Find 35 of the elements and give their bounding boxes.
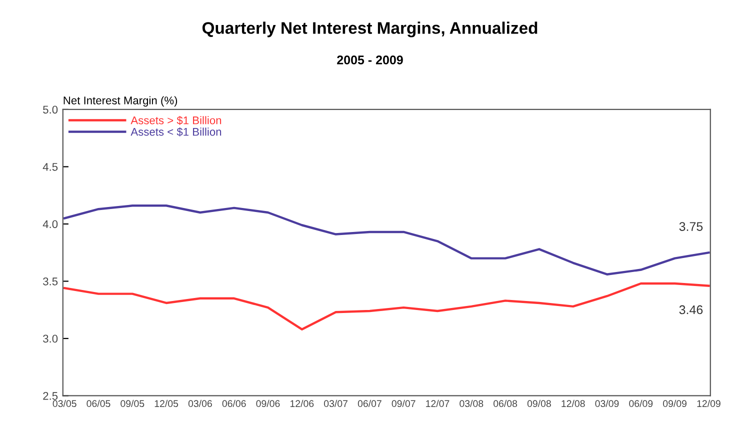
text: Assets > $1 Billion [130, 116, 222, 125]
x-tick-label: 12/07 [426, 400, 450, 408]
x-tick-label: 03/08 [460, 400, 484, 408]
x-tick-label: 12/06 [290, 400, 314, 408]
x-tick-label: 06/05 [86, 400, 110, 408]
x-tick-label: 12/05 [154, 400, 178, 408]
y-tick-label: 3.0 [43, 334, 58, 343]
x-tick-label: 06/06 [222, 400, 246, 408]
x-tick-label: 06/09 [629, 400, 653, 408]
line-series [63, 282, 710, 330]
x-tick-label: 06/08 [494, 400, 518, 408]
chart-title: Quarterly Net Interest Margins, Annualized [202, 22, 538, 38]
x-tick-label: 09/06 [256, 400, 280, 408]
y-tick-label: 2.5 [43, 392, 58, 400]
chart-subtitle: 2005 - 2009 [337, 56, 403, 64]
x-tick-label: 09/07 [392, 400, 416, 408]
x-tick-label: 12/09 [697, 400, 720, 408]
x-tick-label: 03/09 [595, 400, 619, 408]
x-tick-label: 09/08 [527, 400, 551, 408]
y-tick-label: 5.0 [43, 106, 58, 114]
x-tick-label: 12/08 [562, 400, 585, 408]
x-tick-label: 06/07 [358, 400, 382, 408]
y-tick-label: 4.0 [42, 220, 58, 228]
text: Assets < $1 Billion [130, 127, 222, 136]
y-axis-title: Net Interest Margin (%) [64, 96, 178, 107]
x-tick-label: 03/05 [52, 400, 76, 408]
annotation: 3.75 [679, 222, 703, 231]
x-tick-label: 09/05 [120, 400, 144, 408]
y-tick-label: 4.5 [42, 163, 58, 171]
x-tick-label: 03/06 [188, 400, 212, 408]
x-tick-label: 03/07 [324, 400, 348, 408]
y-tick-label: 3.5 [43, 277, 58, 286]
annotation: 3.46 [679, 305, 703, 314]
line-series [63, 204, 710, 276]
x-tick-label: 09/09 [663, 400, 687, 408]
